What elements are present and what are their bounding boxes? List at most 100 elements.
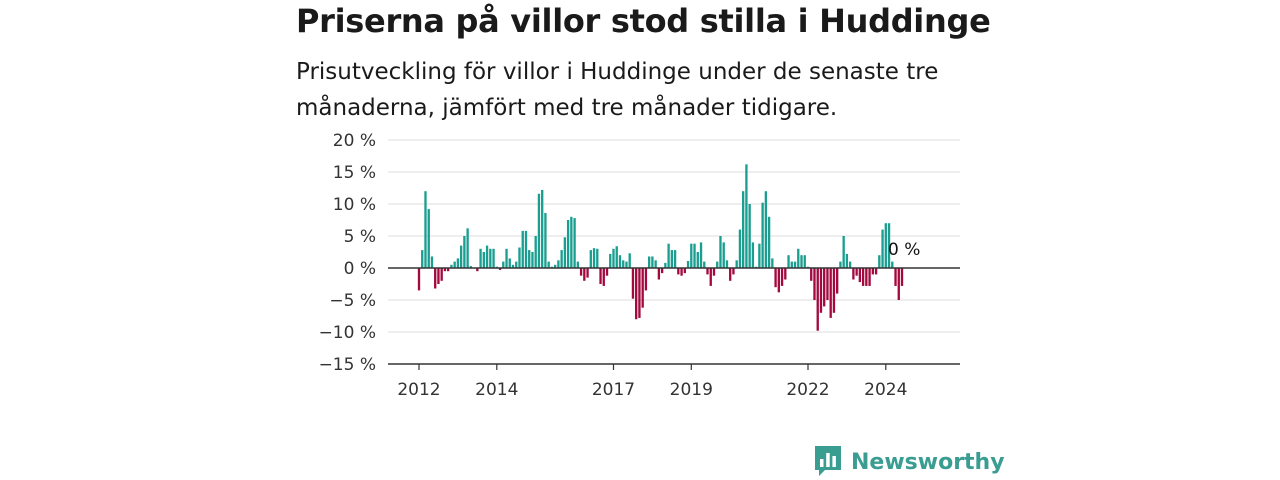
bar	[489, 248, 492, 268]
y-tick-label: 15 %	[333, 163, 376, 183]
bar	[651, 256, 654, 268]
bar	[706, 268, 709, 275]
bar	[777, 268, 780, 293]
bar	[596, 248, 599, 268]
bar	[842, 236, 845, 268]
bar	[858, 268, 862, 283]
newsworthy-logo-icon	[815, 446, 841, 476]
bar	[900, 268, 904, 286]
bar	[810, 268, 813, 281]
bar	[848, 261, 852, 268]
chart-title: Priserna på villor stod stilla i Hudding…	[296, 2, 991, 40]
bar	[836, 268, 839, 294]
x-tick-label: 2014	[475, 380, 518, 400]
bar	[443, 268, 447, 272]
bar	[868, 268, 871, 286]
bar	[716, 261, 719, 268]
bar	[589, 250, 592, 268]
bar	[612, 248, 615, 268]
y-tick-label: −5 %	[329, 291, 376, 311]
bar	[635, 268, 638, 320]
bar	[680, 268, 683, 276]
bar	[515, 261, 518, 268]
bar	[660, 268, 664, 274]
bar	[518, 247, 521, 268]
bar	[576, 261, 579, 268]
bar	[793, 261, 797, 268]
bar	[466, 228, 469, 268]
bar	[887, 223, 891, 268]
bar	[553, 264, 557, 268]
bar	[476, 268, 479, 272]
bar	[586, 268, 589, 278]
bar	[528, 250, 531, 268]
bar	[427, 209, 430, 268]
y-tick-label: 5 %	[344, 227, 376, 247]
bar	[703, 261, 706, 268]
bar	[693, 243, 696, 268]
bar	[547, 261, 550, 268]
x-axis-ticks: 2012 2014 2017 2019 2022 2024	[397, 364, 907, 400]
bar	[657, 268, 661, 280]
bar	[469, 266, 473, 268]
bar	[541, 189, 544, 268]
bar	[732, 268, 735, 275]
bar	[800, 255, 803, 268]
bar	[430, 256, 434, 268]
bar	[745, 164, 748, 268]
bar	[583, 268, 586, 281]
y-axis-ticks: 20 % 15 % 10 % 5 % 0 % −5 % −10 % −15 %	[319, 131, 376, 375]
y-tick-label: 20 %	[333, 131, 376, 151]
bar	[832, 268, 836, 313]
x-tick-label: 2017	[592, 380, 635, 400]
bar	[508, 258, 511, 268]
bar	[725, 260, 729, 268]
bar	[816, 268, 819, 331]
bars	[417, 164, 904, 331]
bar	[537, 193, 541, 268]
bar	[673, 250, 677, 268]
bar	[813, 268, 816, 300]
bar	[579, 268, 583, 276]
bar	[498, 268, 502, 270]
x-tick-label: 2019	[670, 380, 713, 400]
bar	[865, 268, 868, 286]
bar	[625, 261, 628, 268]
bar	[647, 256, 651, 268]
bar	[774, 268, 777, 288]
bar	[826, 268, 829, 300]
bar	[748, 204, 751, 268]
bar	[531, 252, 534, 268]
bar	[459, 245, 463, 268]
bar	[722, 242, 725, 268]
bar	[421, 250, 424, 268]
bar	[447, 268, 450, 272]
bar	[839, 261, 842, 268]
y-tick-label: −15 %	[319, 355, 376, 375]
bar	[417, 268, 421, 291]
bar	[784, 268, 787, 280]
bar	[570, 216, 573, 268]
bar	[881, 229, 884, 268]
x-tick-label: 2022	[786, 380, 829, 400]
bar	[670, 250, 674, 268]
bar	[797, 248, 800, 268]
bar	[592, 248, 596, 268]
bar	[524, 230, 528, 268]
bar	[787, 255, 790, 268]
bar	[709, 268, 712, 286]
bar	[845, 253, 849, 268]
bar	[738, 229, 742, 268]
bar	[453, 261, 456, 268]
bar	[761, 202, 764, 268]
bar	[511, 264, 515, 268]
bar	[557, 260, 560, 268]
bar	[742, 191, 745, 268]
chart-subtitle: Prisutveckling för villor i Huddinge und…	[296, 59, 939, 121]
bar	[434, 268, 437, 289]
bar	[829, 268, 832, 318]
bar	[683, 268, 686, 274]
bar	[758, 243, 761, 268]
bar	[852, 268, 855, 280]
grid-lines	[388, 139, 960, 333]
